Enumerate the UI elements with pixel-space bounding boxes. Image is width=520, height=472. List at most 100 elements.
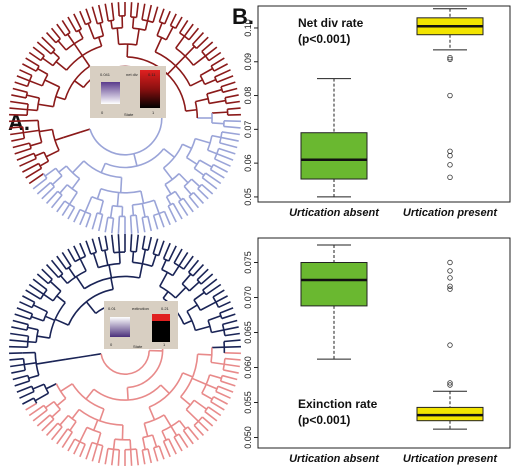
tree-branch <box>79 242 87 257</box>
tree-branch <box>19 157 37 167</box>
tree-branch <box>146 4 153 22</box>
tree-branch <box>173 248 183 264</box>
tree-branch <box>28 283 45 296</box>
tree-branch <box>14 380 30 387</box>
tree-branch <box>30 141 42 147</box>
tree-arc <box>163 438 170 442</box>
tree-arc <box>104 148 165 169</box>
tree-branch <box>196 268 209 281</box>
tree-branch <box>221 131 240 136</box>
tree-branch <box>92 419 99 431</box>
tree-branch <box>177 201 189 217</box>
tree-branch <box>195 36 209 50</box>
outlier-point <box>447 382 453 388</box>
tree-branch <box>54 136 64 141</box>
tree-branch <box>50 27 61 40</box>
tree-branch <box>25 167 42 179</box>
tree-branch <box>222 87 238 94</box>
tree-branch <box>81 55 91 67</box>
tree-arc <box>193 159 201 169</box>
plot-frame <box>257 237 511 449</box>
tree-branch <box>187 426 200 441</box>
tree-branch <box>221 313 236 320</box>
tree-branch <box>72 160 85 174</box>
tree-branch <box>54 318 69 326</box>
tree-branch <box>9 125 23 129</box>
tree-branch <box>193 291 205 301</box>
tree-arc <box>209 164 214 170</box>
tree-arc <box>185 399 195 411</box>
tree-branch <box>110 20 113 29</box>
tree-arc <box>40 55 45 61</box>
tree-branch <box>32 278 48 291</box>
tree-branch <box>11 326 28 331</box>
tree-branch <box>223 339 241 343</box>
tree-branch <box>131 17 135 29</box>
box <box>300 262 368 307</box>
tree-branch <box>219 307 234 314</box>
tree-branch <box>25 57 40 67</box>
tree-branch <box>208 51 222 62</box>
tree-branch <box>147 236 153 251</box>
tree-branch <box>214 158 231 167</box>
legend-title: extinction <box>132 306 149 311</box>
tree-branch <box>141 203 146 218</box>
tree-arc <box>132 199 155 206</box>
x-category-label: Urtication absent <box>289 453 380 465</box>
net-div-tree <box>9 2 241 234</box>
tree-branch <box>183 319 193 325</box>
tree-arc <box>142 448 149 451</box>
tree-branch <box>56 23 66 37</box>
tree-branch <box>199 67 214 77</box>
tree-branch <box>159 271 169 287</box>
tree-branch <box>97 36 103 47</box>
chart-annotation-line2: (p<0.001) <box>298 413 350 427</box>
tree-branch <box>167 245 177 262</box>
tree-branch <box>73 245 81 260</box>
tree-branch <box>216 153 234 161</box>
tree-branch <box>183 185 192 196</box>
tree-branch <box>36 181 52 195</box>
tree-branch <box>223 369 239 374</box>
tree-branch <box>210 401 225 411</box>
tree-branch <box>51 175 63 186</box>
tree-branch <box>67 267 76 278</box>
tree-branch <box>29 80 43 87</box>
tree-branch <box>163 414 172 427</box>
legend-state1-swatch <box>152 319 170 342</box>
tree-branch <box>25 289 41 300</box>
tree-arc <box>219 375 223 382</box>
tree-arc <box>154 51 191 87</box>
tree-branch <box>23 129 40 134</box>
tree-branch <box>181 273 192 285</box>
outlier-point <box>447 153 453 159</box>
box <box>300 132 368 180</box>
tree-branch <box>151 434 158 448</box>
tree-branch <box>79 211 87 226</box>
legend-state0-swatch <box>110 317 130 337</box>
tree-branch <box>85 8 92 23</box>
tree-branch <box>90 352 102 357</box>
tree-arc <box>43 405 48 411</box>
tree-branch <box>205 46 218 57</box>
tree-branch <box>85 240 92 255</box>
tree-branch <box>208 99 226 105</box>
tree-branch <box>226 100 240 105</box>
tree-branch <box>212 163 228 173</box>
tree-branch <box>211 134 222 139</box>
legend-axis: State <box>133 344 143 349</box>
tree-branch <box>223 125 241 129</box>
tree-branch <box>75 276 86 290</box>
tree-branch <box>91 6 99 25</box>
tree-branch <box>12 142 30 149</box>
tree-branch <box>14 313 31 321</box>
tree-branch <box>201 416 214 427</box>
tree-branch <box>55 61 67 71</box>
tree-branch <box>126 387 129 401</box>
tree-branch <box>172 202 183 220</box>
tree-arc <box>207 320 213 333</box>
tree-arc <box>222 358 226 371</box>
tree-branch <box>154 37 163 53</box>
tree-arc <box>153 210 165 217</box>
tree-branch <box>202 278 218 291</box>
